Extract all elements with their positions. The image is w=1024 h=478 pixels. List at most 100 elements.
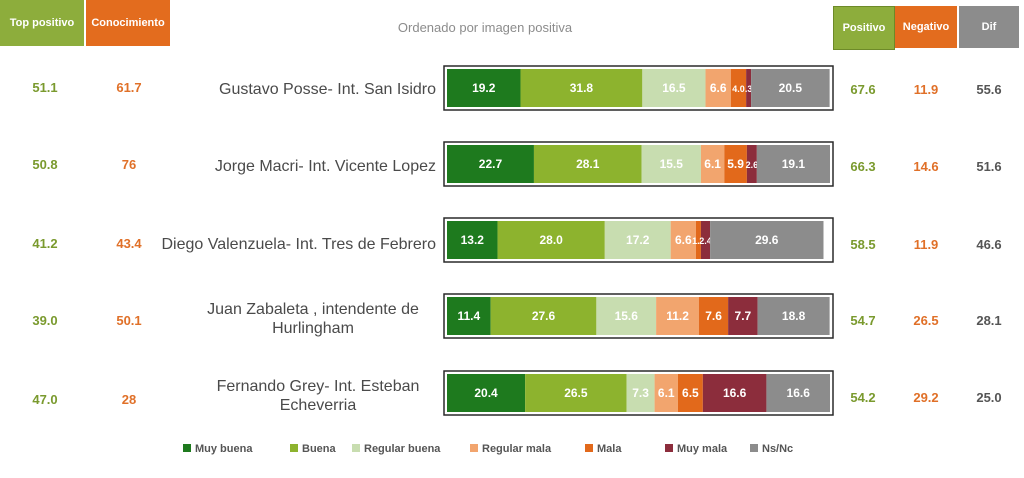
bar-segment [757, 297, 830, 335]
bar-segment [756, 145, 830, 183]
bar-data-label: 7.3 [632, 386, 649, 400]
bar-segment [596, 297, 657, 335]
header-negativo: Negativo [895, 6, 957, 48]
bar-data-label: 16.6 [787, 386, 811, 400]
bar-data-label: 6.1 [704, 157, 721, 171]
bar-segment [447, 374, 526, 412]
bar-data-label: .3 [745, 84, 753, 94]
bar-data-label: 28.1 [576, 157, 600, 171]
bar-data-label: 27.6 [532, 309, 556, 323]
positivo-value: 58.5 [850, 237, 876, 252]
bar-segment [447, 145, 534, 183]
header-conocimiento-label: Conocimiento [91, 17, 165, 29]
legend-label: Muy mala [677, 443, 728, 455]
negativo-value: 14.6 [913, 159, 939, 174]
bar-segment [447, 297, 491, 335]
bar-segment [641, 145, 701, 183]
bar-data-label: 26.5 [564, 386, 588, 400]
bar-segment [699, 297, 729, 335]
bar-segment [520, 69, 643, 107]
bar-segment [497, 221, 605, 259]
bar-segment [533, 145, 642, 183]
bar-segment [702, 374, 767, 412]
bar-data-label: 22.7 [479, 157, 503, 171]
conocimiento-value: 61.7 [116, 80, 142, 95]
header-top-positivo: Top positivo [0, 0, 84, 46]
dif-value: 28.1 [976, 313, 1002, 328]
bar-data-label: 16.5 [662, 81, 686, 95]
bar-segment [766, 374, 830, 412]
bar-data-label: 20.4 [474, 386, 498, 400]
bar-segment [705, 69, 731, 107]
header-top-positivo-label: Top positivo [9, 17, 75, 29]
bar-data-label: 16.6 [723, 386, 747, 400]
bar-segment [654, 374, 678, 412]
negativo-value: 11.9 [913, 237, 939, 252]
bar-data-label: 29.6 [755, 233, 779, 247]
legend-swatch [470, 444, 478, 452]
bar-segment [728, 297, 758, 335]
positivo-value: 66.3 [850, 159, 876, 174]
dif-value: 46.6 [976, 237, 1002, 252]
negativo-value: 11.9 [913, 82, 939, 97]
header-dif-label: Dif [981, 21, 997, 33]
bar-data-label: 6.1 [658, 386, 675, 400]
bar-data-label: 7.7 [735, 309, 752, 323]
bar-data-label: 6.6 [710, 81, 727, 95]
top-positivo-value: 51.1 [32, 80, 58, 95]
bar-segment [642, 69, 706, 107]
bar-data-label: 11.2 [666, 309, 689, 323]
bar-segment [700, 145, 725, 183]
legend-label: Ns/Nc [762, 443, 793, 455]
bar-segment [751, 69, 830, 107]
bar-data-label: 31.8 [570, 81, 594, 95]
bar-segment [746, 145, 757, 183]
legend-swatch [750, 444, 758, 452]
bar-data-label: 20.5 [779, 81, 803, 95]
bar-data-label: 28.0 [539, 233, 563, 247]
header-conocimiento: Conocimiento [86, 0, 170, 46]
bar-data-label: 7.6 [705, 309, 722, 323]
bar-segment [626, 374, 655, 412]
bar-segment [604, 221, 671, 259]
conocimiento-value: 50.1 [116, 313, 142, 328]
negativo-value: 26.5 [913, 313, 939, 328]
conocimiento-value: 76 [121, 157, 137, 172]
legend-swatch [183, 444, 191, 452]
header-dif: Dif [959, 6, 1019, 48]
bar-data-label: 6.6 [675, 233, 692, 247]
bar-data-label: 15.5 [660, 157, 684, 171]
legend-swatch [665, 444, 673, 452]
dif-value: 51.6 [976, 159, 1002, 174]
legend-label: Muy buena [195, 443, 253, 455]
bar-segment [730, 69, 747, 107]
dif-value: 25.0 [976, 390, 1002, 405]
dif-value: 55.6 [976, 82, 1002, 97]
bar-segment [695, 221, 701, 259]
row-name: Jorge Macri- Int. Vicente Lopez [214, 158, 436, 175]
top-positivo-value: 47.0 [32, 392, 58, 407]
bar-data-label: 11.4 [457, 309, 480, 323]
legend-label: Buena [302, 443, 337, 455]
bar-segment [656, 297, 700, 335]
bar-segment [490, 297, 597, 335]
positivo-value: 54.2 [850, 390, 876, 405]
bar-segment [700, 221, 711, 259]
legend-swatch [585, 444, 593, 452]
row-name: Juan Zabaleta , intendente de Hurlingham [207, 301, 419, 337]
bar-data-label: 13.2 [461, 233, 485, 247]
legend-swatch [290, 444, 298, 452]
chart-subtitle: Ordenado por imagen positiva [397, 20, 573, 35]
bar-data-label: 19.2 [472, 81, 496, 95]
row-name: Fernando Grey- Int. Esteban Echeverria [216, 378, 420, 414]
bar-data-label: 18.8 [782, 309, 806, 323]
bar-segment [670, 221, 696, 259]
conocimiento-value: 28 [121, 392, 137, 407]
bar-data-label: 1.3 [692, 236, 705, 246]
bar-segment [677, 374, 703, 412]
top-positivo-value: 39.0 [32, 313, 58, 328]
bar-data-label: 5.9 [727, 157, 744, 171]
positivo-value: 54.7 [850, 313, 876, 328]
top-positivo-value: 41.2 [32, 236, 58, 251]
header-negativo-label: Negativo [902, 21, 950, 33]
